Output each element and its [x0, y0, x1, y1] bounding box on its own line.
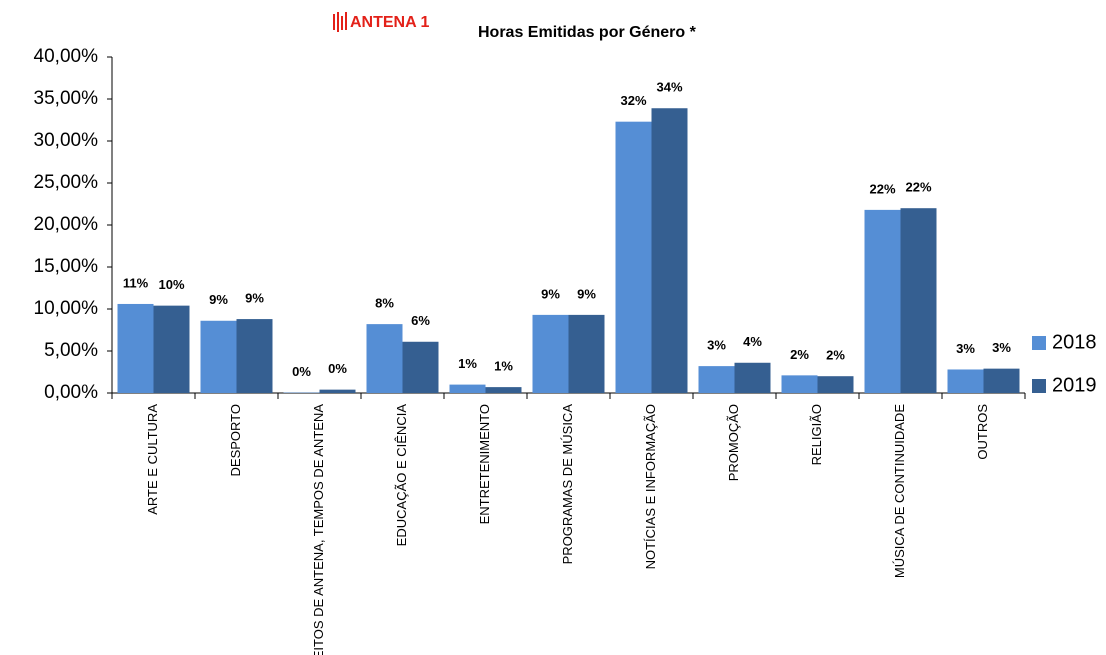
x-tick-label: DIREITOS DE ANTENA, TEMPOS DE ANTENA [311, 404, 326, 655]
legend-swatch [1032, 336, 1046, 350]
value-label: 1% [458, 356, 477, 371]
y-tick-label: 15,00% [34, 256, 99, 277]
logo: ANTENA 1 [333, 12, 430, 32]
bar [319, 389, 356, 393]
value-label: 9% [209, 292, 228, 307]
x-tick-label: RELIGIÃO [809, 404, 824, 465]
legend-label: 2019 [1052, 374, 1097, 396]
y-tick-label: 10,00% [34, 298, 99, 319]
bar [532, 314, 569, 393]
bar [900, 208, 937, 393]
bar [153, 305, 190, 393]
bar [947, 369, 984, 393]
value-label: 0% [292, 364, 311, 379]
bar [651, 108, 688, 394]
bar [402, 341, 439, 393]
value-label: 2% [790, 347, 809, 362]
value-label: 2% [826, 348, 845, 363]
y-tick-label: 25,00% [34, 172, 99, 193]
x-tick-label: PROMOÇÃO [726, 404, 741, 481]
x-tick-label: DESPORTO [228, 404, 243, 476]
bar [734, 362, 771, 393]
bar [117, 303, 154, 393]
value-label: 9% [577, 286, 596, 301]
x-tick-label: PROGRAMAS DE MÚSICA [560, 404, 575, 565]
y-tick-label: 30,00% [34, 130, 99, 151]
chart-title: Horas Emitidas por Género * [478, 24, 697, 41]
value-label: 4% [743, 334, 762, 349]
x-tick-label: EDUCAÇÃO E CIÊNCIA [394, 404, 409, 547]
value-label: 34% [656, 80, 682, 95]
y-tick-label: 0,00% [44, 382, 98, 403]
legend-swatch [1032, 379, 1046, 393]
x-tick-label: MÚSICA DE CONTINUIDADE [892, 404, 907, 578]
value-label: 3% [707, 338, 726, 353]
value-label: 0% [328, 361, 347, 376]
bar [864, 209, 901, 393]
value-label: 10% [158, 277, 184, 292]
y-tick-label: 20,00% [34, 214, 99, 235]
y-tick-label: 40,00% [34, 46, 99, 67]
bar [366, 324, 403, 393]
bar [817, 376, 854, 393]
x-tick-label: ARTE E CULTURA [145, 404, 160, 515]
bar [983, 368, 1020, 393]
value-label: 3% [992, 340, 1011, 355]
bar [200, 320, 237, 393]
bar [781, 375, 818, 393]
value-label: 1% [494, 359, 513, 374]
value-label: 8% [375, 296, 394, 311]
x-tick-label: NOTÍCIAS E INFORMAÇÃO [643, 404, 658, 569]
x-tick-label: ENTRETENIMENTO [477, 404, 492, 524]
legend-label: 2018 [1052, 331, 1097, 353]
value-label: 9% [245, 291, 264, 306]
bar [485, 387, 522, 393]
value-label: 22% [869, 181, 895, 196]
bar [615, 121, 652, 394]
value-label: 32% [620, 93, 646, 108]
y-tick-label: 5,00% [44, 340, 98, 361]
value-label: 22% [905, 180, 931, 195]
bar [568, 314, 605, 393]
value-label: 9% [541, 286, 560, 301]
x-tick-label: OUTROS [975, 404, 990, 460]
brand: ANTENA 1 [350, 14, 430, 31]
value-label: 6% [411, 313, 430, 328]
bar [449, 384, 486, 393]
value-label: 11% [123, 275, 149, 290]
bar [698, 366, 735, 393]
bar [236, 319, 273, 393]
y-tick-label: 35,00% [34, 88, 99, 109]
value-label: 3% [956, 341, 975, 356]
